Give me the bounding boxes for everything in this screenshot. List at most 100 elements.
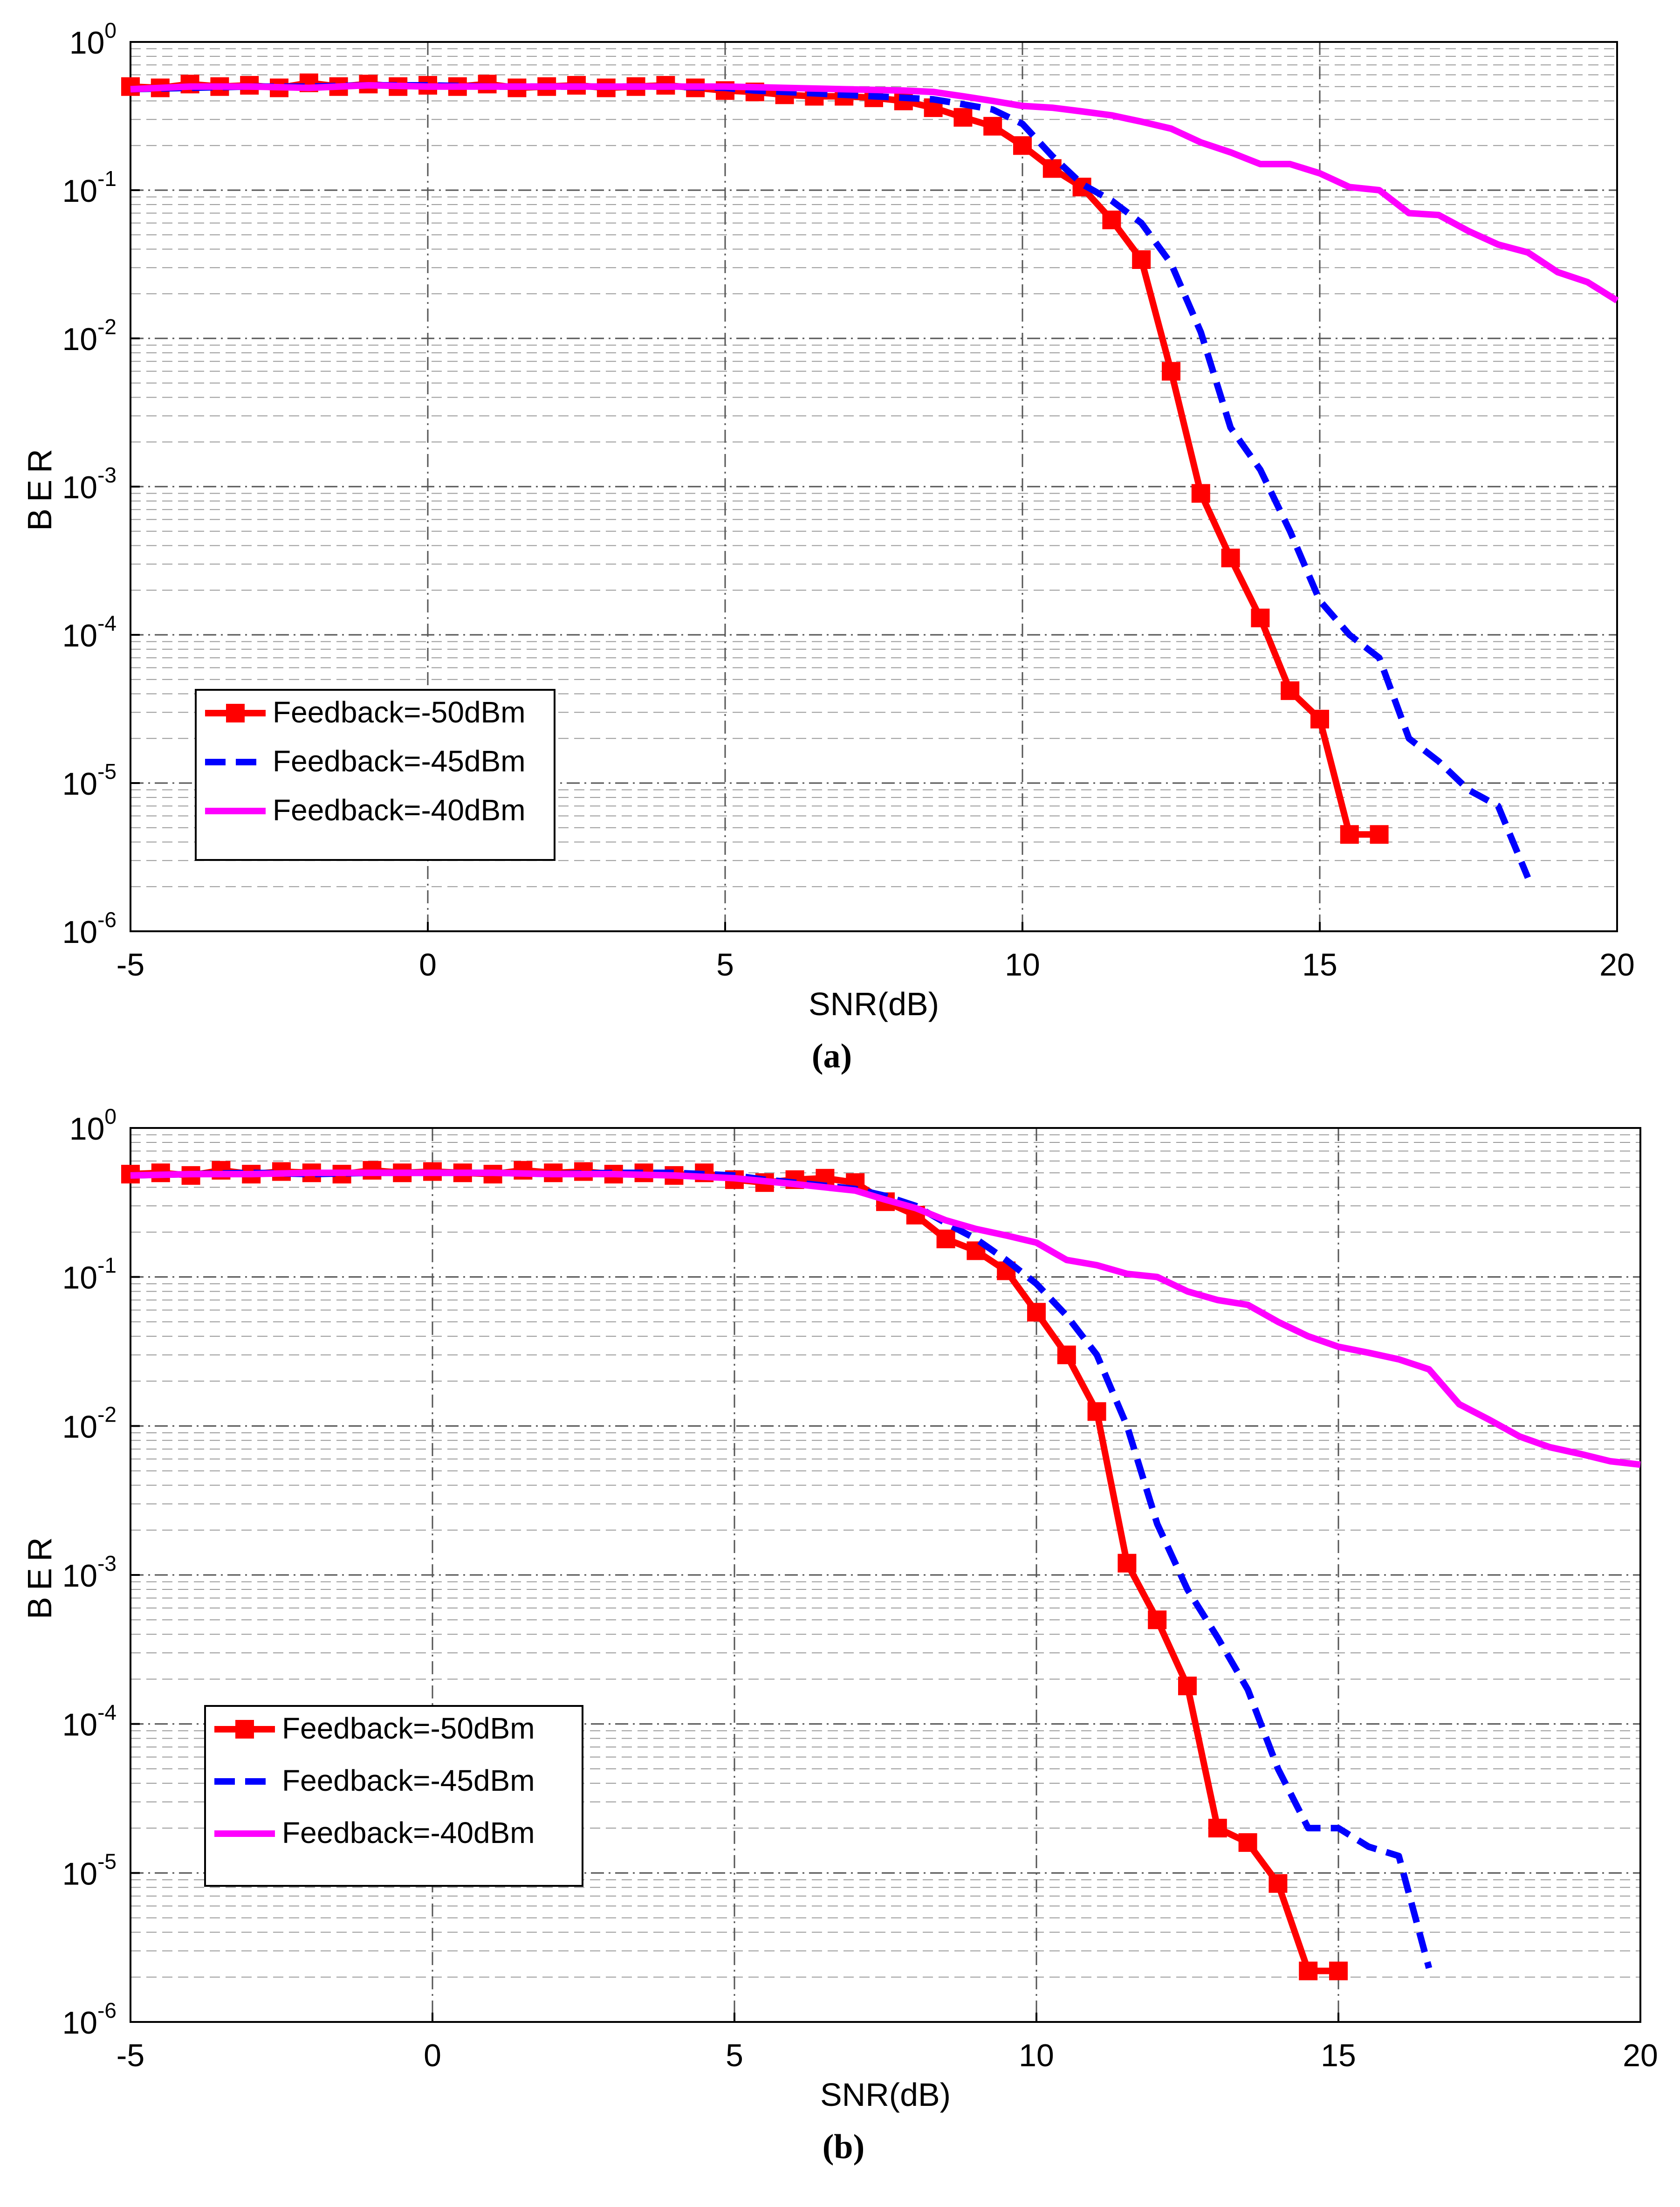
x-tick-label: 5 bbox=[726, 2038, 743, 2073]
y-tick-exponent: -3 bbox=[97, 463, 117, 487]
y-tick-exponent: -6 bbox=[97, 908, 117, 932]
y-tick-exponent: -4 bbox=[97, 1700, 117, 1725]
y-tick-exponent: -2 bbox=[97, 1402, 117, 1426]
data-point bbox=[1251, 608, 1270, 627]
y-tick-base: 10 bbox=[62, 470, 97, 505]
chart-panel-2: -5 0 5 10 15 2010-610-510-410-310-210-1100SNR… bbox=[21, 1104, 1658, 2166]
x-axis-label: SNR(dB) bbox=[820, 2076, 951, 2113]
y-tick-exponent: -1 bbox=[97, 1253, 117, 1278]
x-tick-label: 15 bbox=[1302, 947, 1337, 983]
legend-marker bbox=[235, 1720, 254, 1739]
data-point bbox=[1042, 159, 1062, 178]
y-tick-base: 10 bbox=[62, 1260, 97, 1296]
data-point bbox=[1191, 484, 1210, 503]
y-tick-base: 10 bbox=[69, 1111, 105, 1147]
data-point bbox=[1087, 1402, 1106, 1421]
y-tick-exponent: -6 bbox=[97, 1998, 117, 2022]
series-line-3 bbox=[130, 1169, 1641, 1468]
legend-box bbox=[195, 689, 555, 861]
y-tick-label: 10-4 bbox=[62, 1700, 117, 1743]
y-tick-base: 10 bbox=[62, 1409, 97, 1444]
data-point bbox=[1148, 1610, 1167, 1629]
y-tick-base: 10 bbox=[62, 1558, 97, 1594]
y-tick-base: 10 bbox=[62, 2005, 97, 2041]
data-point bbox=[936, 1230, 955, 1249]
legend-box bbox=[204, 1705, 583, 1887]
y-tick-label: 10-6 bbox=[62, 1998, 117, 2041]
y-tick-label: 10-3 bbox=[62, 1551, 117, 1594]
y-tick-label: 10-3 bbox=[62, 463, 117, 505]
y-tick-label: 10-6 bbox=[62, 908, 117, 950]
y-tick-exponent: 0 bbox=[104, 1104, 117, 1128]
legend-label-1: Feedback=-50dBm bbox=[273, 695, 526, 729]
y-tick-base: 10 bbox=[62, 1707, 97, 1743]
y-tick-base: 10 bbox=[62, 173, 97, 209]
y-tick-base: 10 bbox=[62, 766, 97, 802]
y-tick-label: 100 bbox=[69, 18, 117, 61]
chart-panel-1: -5 0 5 10 15 2010-610-510-410-310-210-1100SNR… bbox=[21, 18, 1635, 1075]
x-tick-label: 20 bbox=[1599, 947, 1635, 983]
legend-marker bbox=[226, 704, 245, 722]
series-line-3 bbox=[130, 82, 1619, 303]
y-tick-exponent: -5 bbox=[97, 1849, 117, 1873]
data-point bbox=[1118, 1554, 1137, 1573]
panel-caption: (a) bbox=[812, 1037, 852, 1075]
data-point bbox=[1013, 136, 1032, 155]
y-tick-label: 10-2 bbox=[62, 315, 117, 357]
y-tick-exponent: -4 bbox=[97, 611, 117, 635]
data-point bbox=[953, 108, 973, 127]
data-point bbox=[1208, 1819, 1227, 1838]
data-point bbox=[983, 117, 1002, 136]
data-point bbox=[1238, 1833, 1257, 1852]
y-tick-base: 10 bbox=[62, 322, 97, 357]
y-tick-base: 10 bbox=[62, 914, 97, 950]
data-point bbox=[1299, 1961, 1318, 1980]
y-tick-base: 10 bbox=[62, 618, 97, 653]
y-tick-exponent: -2 bbox=[97, 315, 117, 339]
legend-label-3: Feedback=-40dBm bbox=[273, 793, 526, 827]
y-tick-label: 10-5 bbox=[62, 1849, 117, 1891]
data-point bbox=[1162, 362, 1180, 381]
x-tick-label: 20 bbox=[1623, 2038, 1658, 2073]
x-tick-label: 10 bbox=[1019, 2038, 1054, 2073]
legend-label-2: Feedback=-45dBm bbox=[282, 1764, 535, 1797]
y-tick-base: 10 bbox=[69, 25, 105, 61]
y-tick-label: 10-2 bbox=[62, 1402, 117, 1444]
y-tick-label: 10-5 bbox=[62, 759, 117, 802]
y-tick-label: 10-1 bbox=[62, 1253, 117, 1296]
data-point bbox=[1057, 1345, 1076, 1364]
x-tick-label: 10 bbox=[1005, 947, 1040, 983]
data-point bbox=[1102, 210, 1121, 229]
x-tick-label: -5 bbox=[117, 2038, 144, 2073]
data-point bbox=[1329, 1961, 1348, 1980]
data-point bbox=[1132, 250, 1151, 269]
y-tick-label: 10-4 bbox=[62, 611, 117, 653]
x-tick-label: 0 bbox=[424, 2038, 441, 2073]
y-tick-exponent: -1 bbox=[97, 166, 117, 191]
x-tick-label: -5 bbox=[117, 947, 144, 983]
x-tick-label: 15 bbox=[1321, 2038, 1356, 2073]
data-point bbox=[1310, 709, 1329, 729]
x-axis-label: SNR(dB) bbox=[809, 986, 939, 1022]
y-tick-label: 10-1 bbox=[62, 166, 117, 209]
data-point bbox=[1281, 681, 1300, 700]
data-point bbox=[1178, 1677, 1197, 1696]
data-point bbox=[1027, 1303, 1046, 1322]
legend-label-2: Feedback=-45dBm bbox=[273, 744, 526, 778]
series-line-2 bbox=[130, 82, 1531, 879]
y-axis-label: BER bbox=[21, 442, 59, 531]
legend-label-3: Feedback=-40dBm bbox=[282, 1816, 535, 1849]
data-point bbox=[1370, 825, 1389, 844]
legend-label-1: Feedback=-50dBm bbox=[282, 1712, 535, 1745]
y-tick-exponent: -3 bbox=[97, 1551, 117, 1575]
x-tick-label: 5 bbox=[716, 947, 734, 983]
data-point bbox=[1340, 825, 1359, 844]
panel-caption: (b) bbox=[823, 2128, 864, 2166]
y-tick-base: 10 bbox=[62, 1856, 97, 1891]
y-axis-label: BER bbox=[21, 1531, 59, 1619]
y-tick-exponent: 0 bbox=[104, 18, 117, 42]
data-point bbox=[1269, 1874, 1288, 1893]
x-tick-label: 0 bbox=[419, 947, 437, 983]
y-tick-exponent: -5 bbox=[97, 759, 117, 784]
